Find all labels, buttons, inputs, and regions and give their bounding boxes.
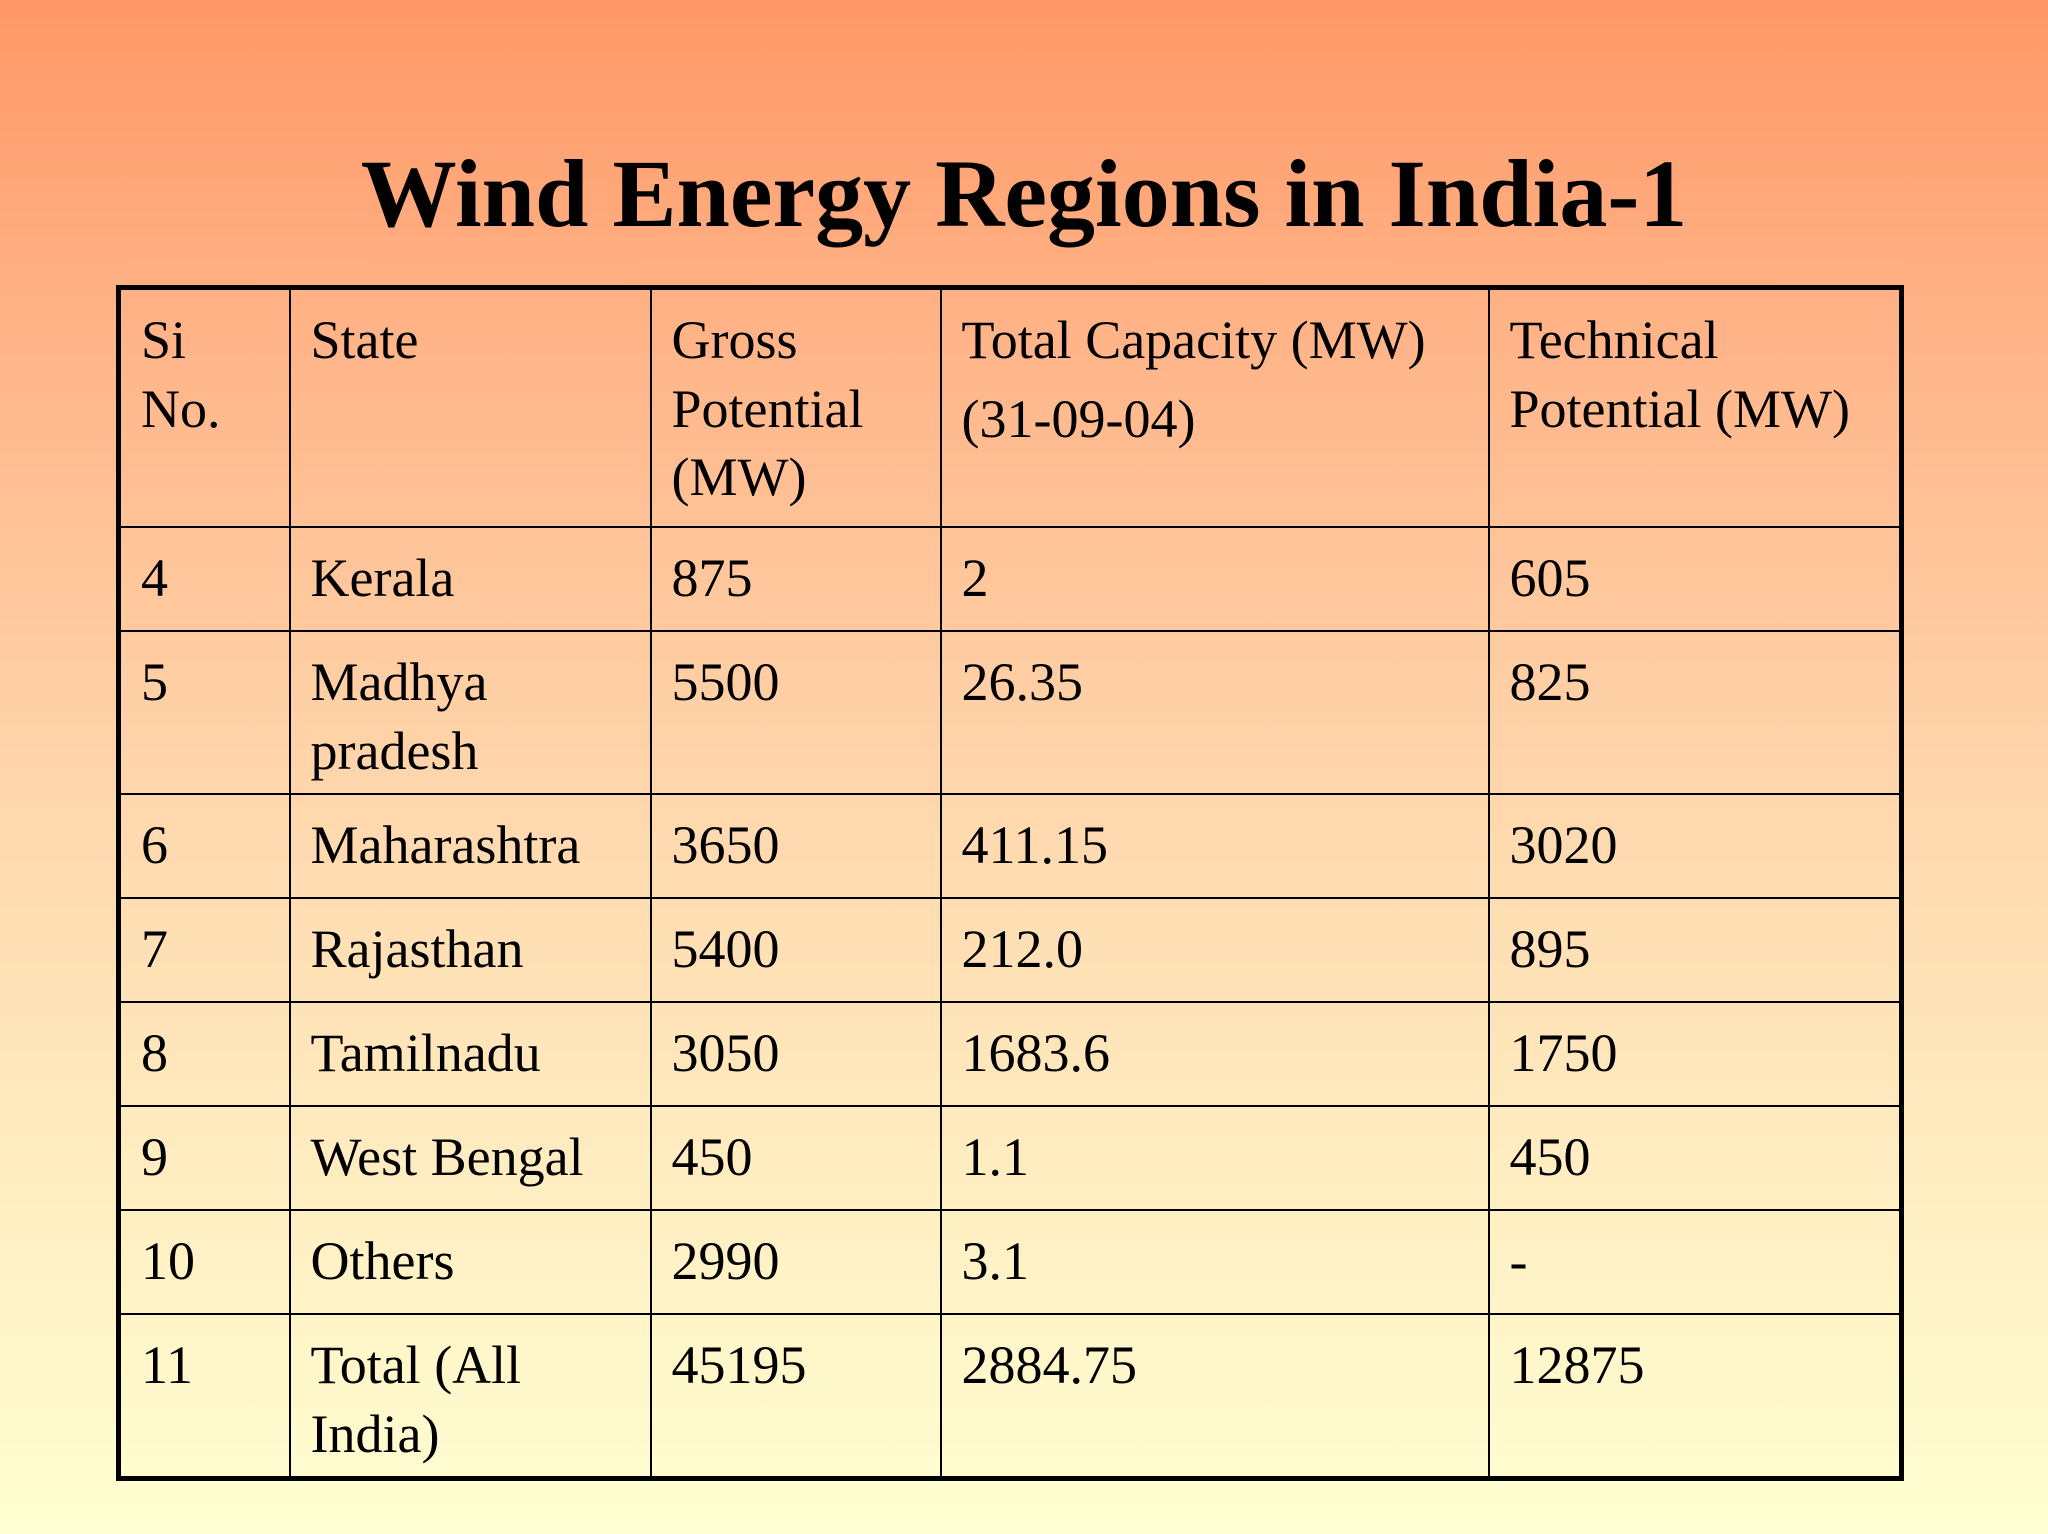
cell-technical-potential: - (1487, 1209, 1903, 1316)
cell-technical-potential: 12875 (1487, 1313, 1903, 1480)
table-row: 9 West Bengal 450 1.1 450 (117, 1105, 1903, 1212)
cell-si-no: 4 (117, 526, 291, 632)
table-header-row: Si No. State Gross Potential (MW) Total … (117, 286, 1903, 528)
cell-technical-potential: 3020 (1487, 793, 1903, 900)
cell-state: Kerala (288, 526, 652, 632)
header-technical-potential: Technical Potential (MW) (1487, 286, 1903, 528)
table-row: 6 Maharashtra 3650 411.15 3020 (117, 793, 1903, 900)
cell-si-no: 8 (117, 1001, 291, 1108)
cell-gross-potential: 2990 (649, 1209, 942, 1316)
table-row: 4 Kerala 875 2 605 (117, 526, 1903, 632)
header-total-capacity-date: (31-09-04) (961, 388, 1196, 449)
cell-technical-potential: 825 (1487, 629, 1903, 796)
cell-si-no: 9 (117, 1105, 291, 1212)
cell-gross-potential: 450 (649, 1105, 942, 1212)
header-total-capacity: Total Capacity (MW) (31-09-04) (939, 286, 1490, 528)
table-row: 10 Others 2990 3.1 - (117, 1209, 1903, 1316)
cell-state: Tamilnadu (288, 1001, 652, 1108)
cell-gross-potential: 45195 (649, 1313, 942, 1480)
cell-state: Total (All India) (288, 1313, 652, 1480)
header-state: State (288, 286, 652, 528)
cell-state: Madhya pradesh (288, 629, 652, 796)
table-row: 7 Rajasthan 5400 212.0 895 (117, 897, 1903, 1004)
slide-title: Wind Energy Regions in India-1 (360, 140, 1688, 247)
cell-total-capacity: 3.1 (939, 1209, 1490, 1316)
cell-total-capacity: 212.0 (939, 897, 1490, 1004)
table-row: 11 Total (All India) 45195 2884.75 12875 (117, 1313, 1903, 1480)
cell-state: Rajasthan (288, 897, 652, 1004)
table-row: 5 Madhya pradesh 5500 26.35 825 (117, 629, 1903, 796)
cell-total-capacity: 1683.6 (939, 1001, 1490, 1108)
cell-total-capacity: 1.1 (939, 1105, 1490, 1212)
wind-energy-table: Si No. State Gross Potential (MW) Total … (116, 285, 1904, 1482)
cell-si-no: 5 (117, 629, 291, 796)
cell-si-no: 11 (117, 1313, 291, 1480)
cell-gross-potential: 3650 (649, 793, 942, 900)
cell-technical-potential: 1750 (1487, 1001, 1903, 1108)
cell-total-capacity: 2884.75 (939, 1313, 1490, 1480)
cell-technical-potential: 450 (1487, 1105, 1903, 1212)
cell-state: Others (288, 1209, 652, 1316)
cell-si-no: 10 (117, 1209, 291, 1316)
cell-gross-potential: 3050 (649, 1001, 942, 1108)
cell-gross-potential: 5400 (649, 897, 942, 1004)
header-gross-potential: Gross Potential (MW) (649, 286, 942, 528)
header-total-capacity-label: Total Capacity (MW) (961, 310, 1426, 370)
cell-si-no: 6 (117, 793, 291, 900)
cell-total-capacity: 411.15 (939, 793, 1490, 900)
cell-gross-potential: 5500 (649, 629, 942, 796)
header-si-no: Si No. (117, 286, 291, 528)
cell-gross-potential: 875 (649, 526, 942, 632)
cell-state: Maharashtra (288, 793, 652, 900)
cell-technical-potential: 895 (1487, 897, 1903, 1004)
cell-total-capacity: 26.35 (939, 629, 1490, 796)
cell-si-no: 7 (117, 897, 291, 1004)
table-row: 8 Tamilnadu 3050 1683.6 1750 (117, 1001, 1903, 1108)
cell-technical-potential: 605 (1487, 526, 1903, 632)
cell-state: West Bengal (288, 1105, 652, 1212)
cell-total-capacity: 2 (939, 526, 1490, 632)
